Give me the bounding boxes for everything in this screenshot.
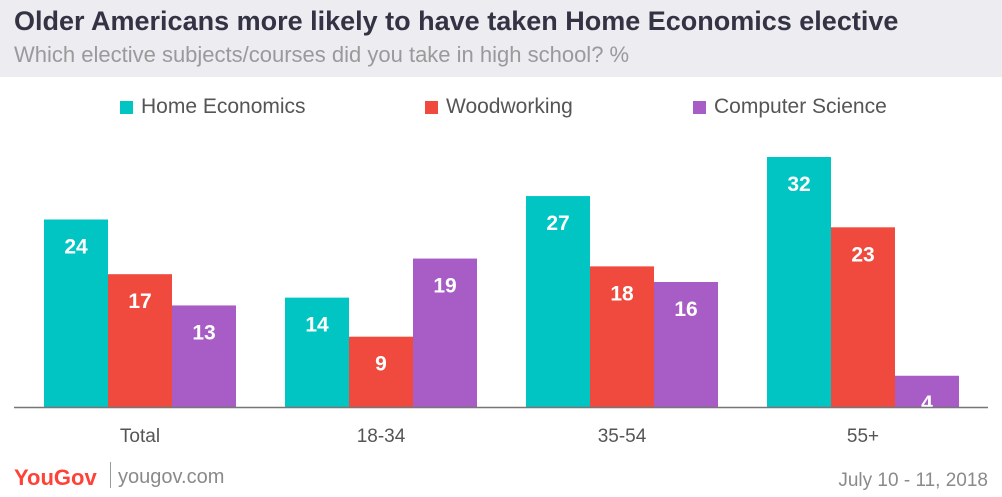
data-label: 32 <box>787 173 810 196</box>
chart-legend: Home Economics Woodworking Computer Scie… <box>0 95 1002 125</box>
footer-date: July 10 - 11, 2018 <box>838 470 988 491</box>
yougov-logo: YouGov <box>14 465 97 490</box>
legend-item-woodworking: Woodworking <box>425 95 573 119</box>
chart-title: Older Americans more likely to have take… <box>14 6 899 36</box>
bar-3554-computer-science <box>654 282 718 407</box>
bar-total-home-economics <box>44 219 108 407</box>
bar-55-home-economics <box>767 157 831 407</box>
x-tick-label: Total <box>120 426 160 447</box>
legend-label-computer-science: Computer Science <box>714 95 887 118</box>
data-label: 27 <box>546 212 569 235</box>
bar-total-computer-science <box>172 305 236 407</box>
bar-chart: 24 17 13 Total 14 9 19 18-34 27 18 16 35-54 32 23 4 55+ <box>14 157 988 447</box>
bar-3554-home-economics <box>526 196 590 407</box>
bar-3554-woodworking <box>590 266 654 407</box>
data-label: 17 <box>128 290 151 313</box>
data-label: 13 <box>192 321 215 344</box>
legend-label-woodworking: Woodworking <box>446 95 573 118</box>
data-label: 18 <box>610 282 634 305</box>
bar-1834-computer-science <box>413 258 477 407</box>
chart-subtitle: Which elective subjects/courses did you … <box>14 42 630 67</box>
legend-swatch-computer-science <box>693 100 706 114</box>
legend-label-home-economics: Home Economics <box>141 95 306 118</box>
x-tick-label: 18-34 <box>357 426 406 447</box>
bar-55-computer-science <box>895 375 959 407</box>
legend-swatch-woodworking <box>425 100 438 114</box>
x-tick-label: 55+ <box>847 426 879 447</box>
x-tick-label: 35-54 <box>598 426 647 447</box>
data-label: 16 <box>674 298 697 321</box>
bar-total-woodworking <box>108 274 172 407</box>
data-label: 19 <box>433 275 456 298</box>
data-label: 4 <box>921 392 933 415</box>
legend-item-home-economics: Home Economics <box>120 95 306 119</box>
chart-header: Older Americans more likely to have take… <box>0 0 1002 77</box>
data-label: 14 <box>305 314 329 337</box>
data-label: 23 <box>851 243 874 266</box>
data-label: 9 <box>375 353 387 376</box>
bar-1834-home-economics <box>285 297 349 407</box>
bar-55-woodworking <box>831 227 895 407</box>
footer-url: yougov.com <box>118 466 225 488</box>
data-label: 24 <box>64 236 88 259</box>
legend-swatch-home-economics <box>120 100 133 114</box>
bar-1834-woodworking <box>349 336 413 407</box>
legend-item-computer-science: Computer Science <box>693 95 887 119</box>
footer-divider <box>110 462 111 488</box>
